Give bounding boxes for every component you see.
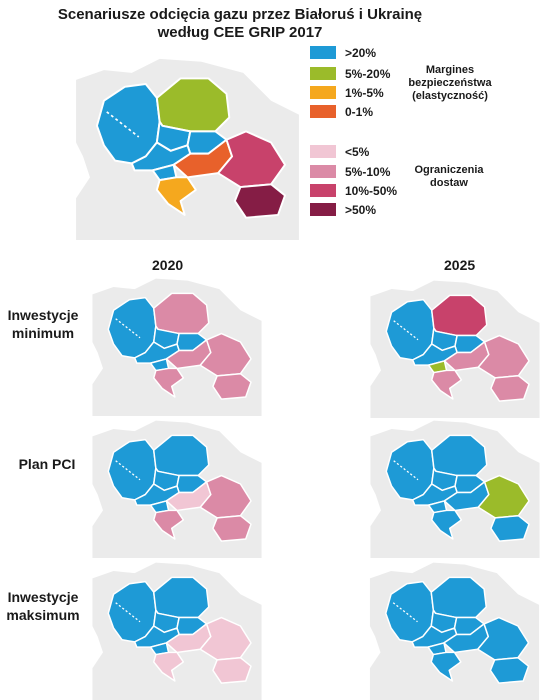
- dashed-border-line: [106, 111, 140, 138]
- map-2020-maximum: [92, 562, 262, 700]
- country-bg: [212, 372, 252, 400]
- legend-item-6: 10%-50%: [310, 183, 397, 198]
- dashed-border-line: [115, 460, 141, 481]
- legend-item-1: 5%-20%: [310, 66, 390, 81]
- legend-swatch-0: [310, 46, 336, 59]
- legend-group-limits-line1: Ograniczenia: [414, 164, 484, 176]
- legend-group-margins: Margines bezpieczeństwa (elastyczność): [400, 64, 500, 103]
- year-2020-label: 2020: [152, 257, 184, 273]
- legend-item-2: 1%-5%: [310, 85, 384, 100]
- legend-label-6: 10%-50%: [345, 183, 398, 198]
- legend-group-limits: Ograniczenia dostaw: [404, 164, 494, 190]
- legend-swatch-4: [310, 145, 336, 158]
- row-label-pci-line1: Plan PCI: [18, 456, 76, 472]
- legend-swatch-3: [310, 105, 336, 118]
- dashed-border-line: [392, 602, 418, 623]
- legend-item-4: <5%: [310, 144, 369, 159]
- legend-item-0: >20%: [310, 45, 376, 60]
- dashed-border-line: [115, 318, 141, 339]
- map-2025-pci: [370, 420, 540, 558]
- legend-group-margins-line3: (elastyczność): [412, 90, 488, 102]
- title-line-2: według CEE GRIP 2017: [157, 24, 323, 41]
- legend-label-3: 0-1%: [345, 104, 374, 119]
- country-bg: [490, 514, 530, 542]
- row-label-maximum: Inwestycje maksimum: [0, 588, 98, 624]
- dashed-border-line: [393, 460, 419, 481]
- row-label-minimum-line2: minimum: [11, 325, 75, 341]
- legend-label-5: 5%-10%: [345, 164, 391, 179]
- legend-swatch-5: [310, 165, 336, 178]
- map-2025-minimum: [370, 280, 540, 418]
- row-label-minimum: Inwestycje minimum: [0, 306, 98, 342]
- legend-label-2: 1%-5%: [345, 85, 384, 100]
- country-hr: [153, 509, 185, 540]
- row-label-pci: Plan PCI: [0, 455, 102, 473]
- map-2020-minimum: [92, 278, 262, 416]
- legend-group-margins-line1: Margines: [425, 64, 475, 76]
- country-bg: [233, 183, 286, 219]
- legend-item-3: 0-1%: [310, 104, 373, 119]
- map-2020-pci: [92, 420, 262, 558]
- dashed-border-line: [115, 602, 141, 623]
- legend-group-limits-line2: dostaw: [430, 177, 468, 189]
- legend-item-7: >50%: [310, 202, 376, 217]
- chart-title: Scenariusze odcięcia gazu przez Białoruś…: [40, 6, 440, 42]
- country-hr: [431, 369, 463, 400]
- row-label-maximum-line2: maksimum: [6, 607, 80, 623]
- legend-group-margins-line2: bezpieczeństwa: [408, 77, 492, 89]
- legend-label-7: >50%: [345, 202, 377, 217]
- row-label-maximum-line1: Inwestycje: [7, 589, 79, 605]
- year-2025-label: 2025: [444, 257, 476, 273]
- legend-swatch-7: [310, 203, 336, 216]
- title-line-1: Scenariusze odcięcia gazu przez Białoruś…: [57, 6, 423, 23]
- legend-swatch-2: [310, 86, 336, 99]
- dashed-border-line: [393, 320, 419, 341]
- country-bg: [489, 656, 530, 684]
- legend-swatch-6: [310, 184, 336, 197]
- legend-label-4: <5%: [345, 144, 370, 159]
- country-hr: [153, 367, 185, 398]
- legend-label-1: 5%-20%: [345, 66, 391, 81]
- legend-label-0: >20%: [345, 45, 377, 60]
- country-hr: [153, 651, 185, 682]
- country-bg: [212, 656, 252, 684]
- country-hr: [430, 651, 462, 682]
- country-hr: [155, 176, 197, 216]
- map-2017: [76, 58, 299, 240]
- map-2025-maximum: [369, 562, 540, 700]
- legend-item-5: 5%-10%: [310, 164, 390, 179]
- legend-swatch-1: [310, 67, 336, 80]
- row-label-minimum-line1: Inwestycje: [7, 307, 79, 323]
- country-hr: [431, 509, 463, 540]
- country-bg: [212, 514, 252, 542]
- country-bg: [490, 374, 530, 402]
